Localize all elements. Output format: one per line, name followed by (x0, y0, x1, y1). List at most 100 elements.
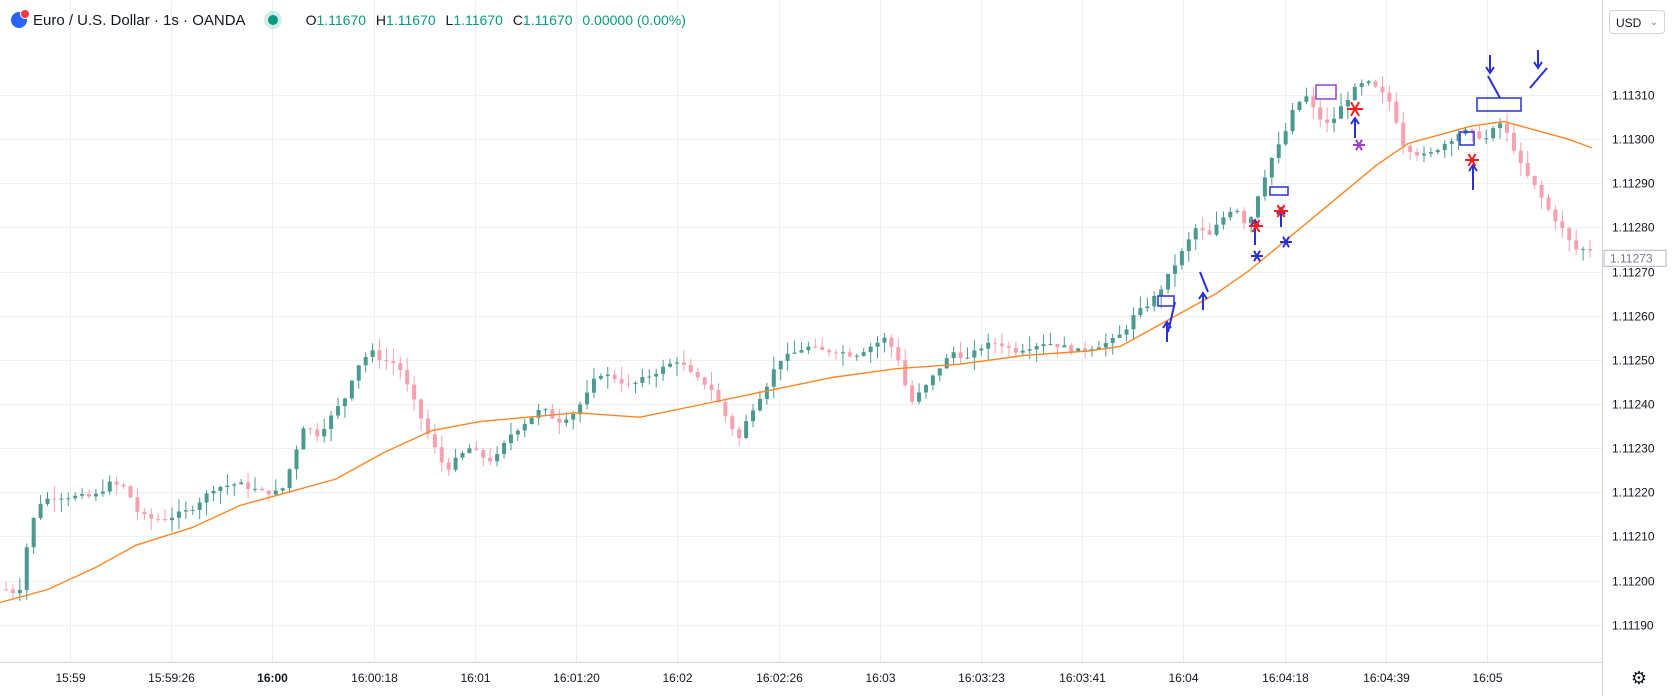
time-tick-label: 16:04 (1168, 671, 1198, 685)
candle (633, 381, 638, 394)
asterisk-annotation[interactable] (1347, 101, 1363, 117)
candle (889, 334, 894, 358)
candle (80, 488, 85, 499)
candle (329, 411, 334, 442)
arrow-up-annotation[interactable] (1468, 163, 1478, 190)
price-tick-label: 1.11190 (1612, 619, 1654, 633)
price-tick-label: 1.11310 (1612, 89, 1655, 103)
candle (1518, 142, 1523, 176)
arrow-up-annotation[interactable] (1350, 116, 1360, 138)
trend-stroke-annotation[interactable] (1487, 75, 1501, 99)
candle (1221, 211, 1226, 230)
candle (398, 356, 403, 380)
candle (681, 350, 686, 371)
candle (1546, 193, 1551, 212)
candle (100, 479, 105, 497)
candle (266, 490, 271, 502)
candle (1553, 205, 1558, 230)
candle (1200, 217, 1205, 241)
time-tick-label: 16:01 (460, 671, 490, 685)
candle (246, 473, 251, 499)
rectangle-annotation[interactable] (1157, 295, 1175, 307)
candle (1034, 342, 1039, 362)
rectangle-annotation[interactable] (1315, 84, 1337, 100)
candle (882, 332, 887, 353)
candle (550, 404, 555, 419)
candle (1387, 85, 1392, 111)
time-tick-label: 16:01:20 (553, 671, 600, 685)
candle (1096, 340, 1101, 350)
candle (508, 422, 513, 451)
price-tick-label: 1.11210 (1612, 530, 1655, 544)
candle (764, 382, 769, 405)
currency-label: USD (1616, 16, 1642, 30)
candle (1186, 232, 1191, 262)
candle (1373, 79, 1378, 89)
candle (1449, 138, 1454, 157)
candle (564, 412, 569, 427)
candle (1394, 91, 1399, 125)
trend-stroke-annotation[interactable] (1529, 67, 1548, 89)
arrow-up-annotation[interactable] (1198, 291, 1208, 310)
candle (502, 440, 507, 459)
candle (868, 342, 873, 363)
trend-stroke-annotation[interactable] (1199, 271, 1209, 293)
time-tick-label: 16:00:18 (351, 671, 398, 685)
candle (654, 368, 659, 388)
candle (225, 474, 230, 495)
candle (190, 505, 195, 515)
candle (640, 368, 645, 388)
trend-stroke-annotation[interactable] (1167, 301, 1176, 333)
time-tick-label: 16:00 (257, 671, 288, 685)
market-status-icon[interactable] (267, 15, 278, 25)
symbol-title[interactable]: Euro / U.S. Dollar · 1s · OANDA (33, 11, 246, 29)
candle (38, 495, 43, 521)
asterisk-annotation[interactable] (1353, 139, 1365, 151)
rectangle-annotation[interactable] (1476, 97, 1522, 112)
asterisk-annotation[interactable] (1465, 153, 1479, 167)
price-tick-label: 1.11300 (1612, 133, 1655, 147)
candle (1228, 207, 1233, 221)
currency-select[interactable]: USD ⌄ (1609, 10, 1665, 34)
candle (1477, 125, 1482, 141)
candle (993, 337, 998, 354)
price-tick-label: 1.11220 (1612, 486, 1655, 500)
candle (1138, 296, 1143, 319)
candle (668, 358, 673, 368)
candle (377, 338, 382, 369)
last-price-box (1603, 249, 1667, 267)
asterisk-annotation[interactable] (1251, 250, 1263, 262)
candle (24, 543, 29, 601)
rectangle-annotation[interactable] (1269, 186, 1289, 196)
candle (1193, 224, 1198, 251)
candle (204, 489, 209, 516)
arrow-down-annotation[interactable] (1485, 55, 1495, 75)
candle (965, 347, 970, 360)
arrow-down-annotation[interactable] (1533, 50, 1543, 70)
candle (626, 374, 631, 388)
candle (1235, 208, 1240, 214)
candle (730, 412, 735, 436)
change-value: 0.00000 (0.00%) (582, 12, 686, 28)
settings-gear-icon[interactable]: ⚙ (1630, 668, 1648, 688)
candle (958, 341, 963, 364)
asterisk-annotation[interactable] (1249, 219, 1263, 233)
candle (861, 347, 866, 358)
candle (66, 492, 71, 506)
candle (536, 403, 541, 426)
candle (163, 509, 168, 522)
asterisk-annotation[interactable] (1274, 204, 1288, 218)
candle (121, 482, 126, 490)
candle (1013, 341, 1018, 358)
candle (1172, 254, 1177, 287)
time-tick-label: 16:02:26 (756, 671, 803, 685)
candle (1269, 156, 1274, 186)
candle (308, 427, 313, 435)
asterisk-annotation[interactable] (1280, 236, 1292, 248)
candle (142, 507, 147, 520)
rectangle-annotation[interactable] (1459, 131, 1475, 146)
candle (87, 489, 92, 499)
candle (1103, 333, 1108, 357)
candle (322, 418, 327, 443)
